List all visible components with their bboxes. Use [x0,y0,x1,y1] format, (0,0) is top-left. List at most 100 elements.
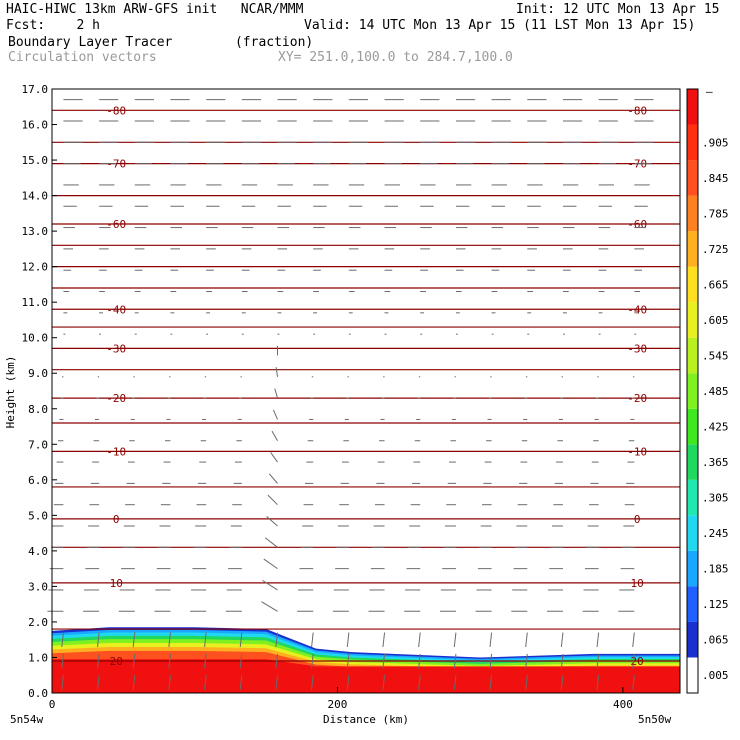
circulation-vector [168,675,171,690]
circulation-vector [204,632,207,648]
colorbar-label: .125 [702,598,729,611]
circulation-vector [489,632,493,648]
circulation-vector [267,494,278,506]
circulation-vector [632,675,635,690]
colorbar-label: .425 [702,421,729,434]
y-tick-label: 0.0 [28,687,48,700]
colorbar-label: .725 [702,243,729,256]
x-tick-label: 200 [328,698,348,711]
colorbar-swatch [687,444,698,480]
y-tick-label: 14.0 [22,190,49,203]
circulation-vector [418,632,421,648]
circulation-vector [204,675,207,690]
colorbar-label: .485 [702,385,729,398]
y-tick-label: 2.0 [28,616,48,629]
tracer-core [52,659,680,693]
colorbar-swatch [687,657,698,693]
circulation-vector [489,675,493,690]
temp-contour-label: -20 [627,392,647,405]
circulation-vector [61,653,64,669]
temp-contour-label: -40 [627,303,647,316]
temp-contour-label: -80 [106,104,126,117]
circulation-vector [264,537,278,548]
y-tick-label: 8.0 [28,403,48,416]
colorbar-swatch [687,89,698,125]
colorbar-swatch [687,337,698,374]
x-start-label: 5n54w [10,713,43,726]
y-tick-label: 15.0 [22,154,49,167]
circulation-vector [632,632,635,648]
colorbar-swatch [687,124,698,161]
circulation-vector [271,430,278,441]
circulation-vector [61,675,64,690]
circulation-vector [311,675,314,690]
circulation-vector [560,653,564,669]
temp-contour-label: -40 [106,303,126,316]
circulation-vector [132,632,136,648]
colorbar-swatch [687,550,698,587]
circulation-vector [61,632,64,648]
circulation-vector [239,675,243,690]
circulation-vector [489,653,493,669]
y-axis-label: Height (km) [4,356,17,429]
colorbar-label: .665 [702,278,729,291]
y-tick-label: 9.0 [28,367,48,380]
y-tick-label: 16.0 [22,119,49,132]
colorbar-swatch [687,479,698,516]
circulation-vector [97,632,100,648]
temp-contour-label: -80 [627,104,647,117]
circulation-vector [311,653,314,669]
temp-contour-label: -60 [627,218,647,231]
colorbar-label: .305 [702,492,729,505]
y-tick-label: 13.0 [22,225,49,238]
x-end-label: 5n50w [638,713,671,726]
temp-contour-label: -10 [627,445,647,458]
circulation-vector [596,675,600,690]
circulation-vector [275,653,279,669]
colorbar-label: .245 [702,527,729,540]
x-tick-label: 400 [613,698,633,711]
circulation-vector [453,632,457,648]
colorbar-swatch [687,160,698,196]
circulation-vector [168,653,171,669]
temp-contour-label: 0 [113,513,120,526]
plot-frame [51,88,681,694]
colorbar-swatch [687,266,698,303]
circulation-vector [525,653,528,669]
colorbar-swatch [687,302,698,338]
colorbar-label: .365 [702,456,729,469]
temp-contour-label: 10 [631,577,644,590]
colorbar-label: .785 [702,207,729,220]
circulation-vector [266,516,278,527]
chart-title: HAIC-HIWC 13km ARW-GFS init NCAR/MMM [6,2,304,17]
circulation-vector [261,601,278,612]
y-tick-label: 11.0 [22,296,49,309]
circulation-vector [560,675,564,690]
y-tick-label: 4.0 [28,545,48,558]
colorbar-swatch [687,195,698,232]
y-tick-label: 12.0 [22,261,49,274]
circulation-vector [418,675,421,690]
circulation-vector [97,653,100,669]
colorbar-swatch [687,586,698,622]
circulation-vector [268,473,278,484]
colorbar-label: .065 [702,634,729,647]
circulation-vector [382,675,386,690]
y-tick-label: 6.0 [28,474,48,487]
colorbar-label: .005 [702,669,729,682]
x-tick-label: 0 [49,698,56,711]
circulation-vector [632,653,635,669]
circulation-vector [270,452,278,463]
temp-contour-label: -10 [106,445,126,458]
circulation-vector [453,653,457,669]
circulation-vector [453,675,457,690]
init-time: Init: 12 UTC Mon 13 Apr 15 [516,2,720,17]
colorbar-label: .845 [702,172,729,185]
circulation-vector [132,675,136,690]
field-name: Boundary Layer Tracer (fraction) [8,35,314,50]
circulation-vector [272,409,278,420]
xy-range: XY= 251.0,100.0 to 284.7,100.0 [278,50,513,65]
circulation-vector [275,367,279,377]
colorbar-label: .605 [702,314,729,327]
